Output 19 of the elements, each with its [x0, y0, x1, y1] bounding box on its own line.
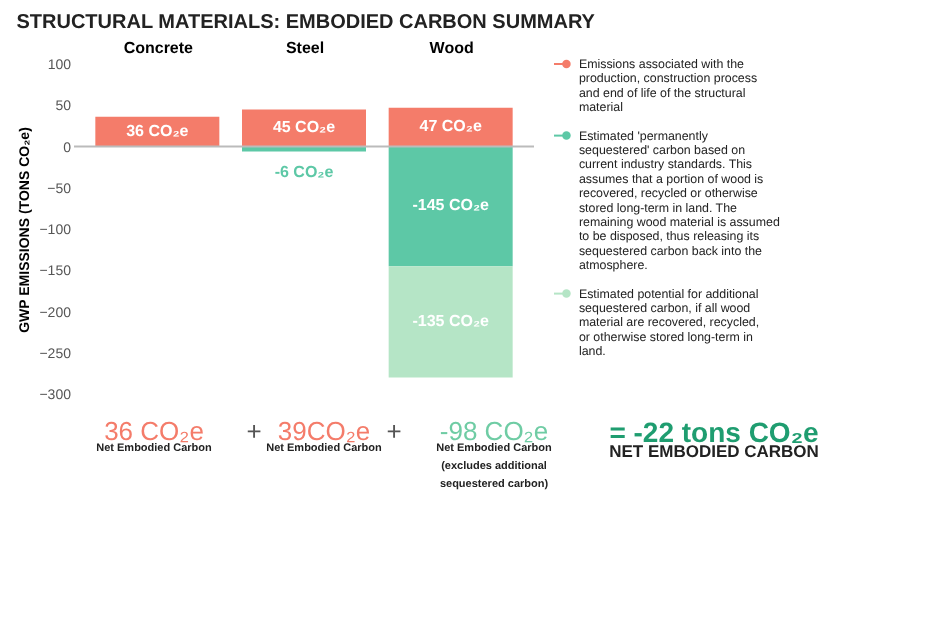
- data-label: 45 CO₂e: [272, 117, 337, 136]
- chart-title: STRUCTURAL MATERIALS: EMBODIED CARBON SUMMARY: [16, 12, 596, 34]
- x-tick-label: Concrete: [123, 39, 195, 57]
- text: +: [246, 416, 262, 446]
- text: +: [386, 416, 402, 446]
- text: -98 CO₂e: [439, 416, 549, 446]
- x-tick-label: Wood: [429, 39, 474, 57]
- x-tick-label: Steel: [285, 39, 325, 57]
- bar: [388, 266, 513, 378]
- text: 39CO₂e: [277, 416, 371, 446]
- data-label: -145 CO₂e: [412, 196, 490, 215]
- text: 36 CO₂e: [104, 416, 204, 446]
- bar: [242, 109, 366, 147]
- bar: [388, 107, 513, 147]
- data-label: 47 CO₂e: [419, 117, 483, 136]
- bar: [388, 146, 513, 267]
- data-label: -135 CO₂e: [412, 311, 490, 330]
- data-label: -6 CO₂e: [274, 163, 335, 182]
- data-label: 36 CO₂e: [126, 121, 190, 140]
